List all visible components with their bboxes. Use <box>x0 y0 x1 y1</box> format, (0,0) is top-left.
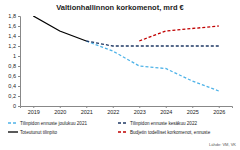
series-line <box>139 26 219 41</box>
legend-item: Budjetin todelliset korkomenot, ennuste <box>118 130 211 135</box>
series-line <box>86 41 219 91</box>
y-tick-label: 1,6 <box>8 23 16 29</box>
y-tick-label: 1 <box>13 53 16 59</box>
y-tick: 1,6 <box>8 23 20 29</box>
y-tick-label: 0 <box>13 103 16 109</box>
y-tick: 0,8 <box>8 63 20 69</box>
x-tick-mark <box>113 106 114 108</box>
x-tick-mark <box>86 106 87 108</box>
x-tick-label: 2020 <box>54 109 66 115</box>
y-tick: 1,8 <box>8 13 20 19</box>
series-line <box>86 41 219 46</box>
legend-item: Tilinpidon ennuste joulukuu 2021 <box>8 121 87 126</box>
x-tick-mark <box>166 106 167 108</box>
legend-label: Tilinpidon ennuste joulukuu 2021 <box>20 121 87 126</box>
y-tick: 1,2 <box>8 43 20 49</box>
x-tick: 2024 <box>160 106 172 115</box>
x-axis-line <box>21 107 233 109</box>
x-axis: 2019 2020 2021 2022 2023 2024 2025 2026 <box>21 106 233 115</box>
legend-label: Tilinpidon ennuste kesäkuu 2022 <box>130 121 197 126</box>
x-tick-mark <box>139 106 140 108</box>
y-tick-mark <box>18 46 20 47</box>
y-tick: 0 <box>13 103 20 109</box>
y-tick-label: 0,4 <box>8 83 16 89</box>
y-tick-label: 0,6 <box>8 73 16 79</box>
y-tick-label: 1,8 <box>8 13 16 19</box>
series-line <box>33 16 86 41</box>
y-tick: 1 <box>13 53 20 59</box>
x-tick: 2021 <box>81 106 93 115</box>
x-tick: 2023 <box>134 106 146 115</box>
y-tick-mark <box>18 96 20 97</box>
x-tick-mark <box>33 106 34 108</box>
y-tick-label: 0,2 <box>8 93 16 99</box>
chart-title: Valtionhallinnon korkomenot, mrd € <box>56 3 184 12</box>
legend-item: Tilinpidon ennuste kesäkuu 2022 <box>118 121 197 126</box>
x-tick-label: 2026 <box>213 109 225 115</box>
legend-item: Toteutunut tilinpito <box>8 130 57 135</box>
x-tick-label: 2019 <box>28 109 40 115</box>
y-tick-mark <box>18 76 20 77</box>
y-tick: 1,4 <box>8 33 20 39</box>
y-tick-mark <box>18 36 20 37</box>
legend-label: Budjetin todelliset korkomenot, ennuste <box>130 130 211 135</box>
chart-svg: Valtionhallinnon korkomenot, mrd €201920… <box>0 0 240 150</box>
x-tick-label: 2022 <box>107 109 119 115</box>
y-tick-label: 0,8 <box>8 63 16 69</box>
x-tick: 2025 <box>187 106 199 115</box>
y-axis-line <box>18 17 21 107</box>
y-tick-mark <box>18 56 20 57</box>
y-tick-mark <box>18 106 20 107</box>
y-tick: 0,6 <box>8 73 20 79</box>
x-tick-label: 2023 <box>134 109 146 115</box>
x-tick-label: 2025 <box>187 109 199 115</box>
legend-swatch <box>8 122 18 123</box>
x-tick-label: 2021 <box>81 109 93 115</box>
legend-label: Toteutunut tilinpito <box>20 130 57 135</box>
x-tick-mark <box>219 106 220 108</box>
legend-swatch <box>118 131 128 132</box>
y-tick-label: 1,4 <box>8 33 16 39</box>
x-tick: 2019 <box>28 106 40 115</box>
y-tick-mark <box>18 16 20 17</box>
x-tick: 2020 <box>54 106 66 115</box>
y-axis: 0 0,2 0,4 0,6 0,8 1 1,2 1,4 1,6 1,8 <box>8 13 20 109</box>
legend-swatch <box>118 122 128 123</box>
y-tick-mark <box>18 66 20 67</box>
y-tick-label: 1,2 <box>8 43 16 49</box>
legend-swatch <box>8 131 18 132</box>
x-tick: 2026 <box>213 106 225 115</box>
source-note: Lähde: VM, VK <box>209 142 236 147</box>
x-tick-mark <box>192 106 193 108</box>
y-tick: 0,4 <box>8 83 20 89</box>
x-tick-label: 2024 <box>160 109 172 115</box>
y-tick-mark <box>18 26 20 27</box>
legend: Tilinpidon ennuste joulukuu 2021 Tilinpid… <box>8 121 211 135</box>
chart-container: Valtionhallinnon korkomenot, mrd €201920… <box>0 0 240 150</box>
x-tick-mark <box>60 106 61 108</box>
y-tick-mark <box>18 86 20 87</box>
x-tick: 2022 <box>107 106 119 115</box>
lines <box>33 16 219 91</box>
plot: 2019202020212022202320242025202600,20,40… <box>8 13 232 115</box>
y-tick: 0,2 <box>8 93 20 99</box>
